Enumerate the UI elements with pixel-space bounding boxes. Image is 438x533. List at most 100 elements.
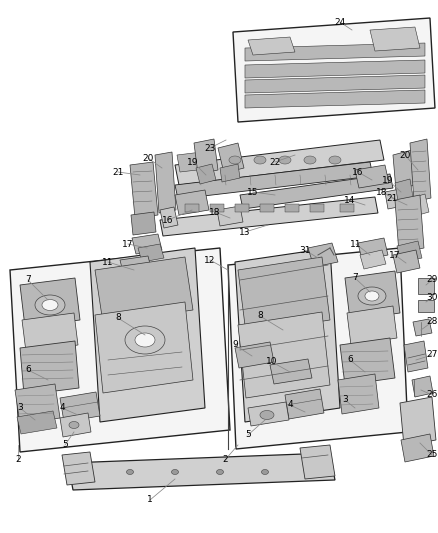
- Polygon shape: [338, 374, 379, 414]
- Polygon shape: [355, 165, 389, 188]
- Polygon shape: [218, 143, 244, 173]
- Text: 2: 2: [15, 456, 21, 464]
- Polygon shape: [175, 162, 373, 199]
- Text: 3: 3: [17, 403, 23, 413]
- Polygon shape: [177, 151, 214, 172]
- Polygon shape: [130, 162, 158, 218]
- Text: 18: 18: [376, 188, 388, 197]
- Ellipse shape: [69, 422, 79, 429]
- Text: 16: 16: [352, 167, 364, 176]
- Ellipse shape: [229, 156, 241, 164]
- Ellipse shape: [358, 287, 386, 305]
- Text: 29: 29: [426, 276, 438, 285]
- Ellipse shape: [279, 156, 291, 164]
- Text: 6: 6: [25, 366, 31, 375]
- Bar: [418, 278, 434, 294]
- Polygon shape: [245, 90, 425, 108]
- Polygon shape: [95, 302, 193, 393]
- Text: 11: 11: [350, 239, 362, 248]
- Polygon shape: [270, 359, 312, 384]
- Polygon shape: [131, 212, 156, 235]
- Text: 22: 22: [269, 158, 281, 166]
- Text: 16: 16: [162, 215, 174, 224]
- Polygon shape: [95, 257, 193, 323]
- Polygon shape: [397, 241, 422, 263]
- Polygon shape: [15, 384, 60, 424]
- Polygon shape: [138, 244, 164, 262]
- Text: 3: 3: [342, 395, 348, 405]
- Polygon shape: [395, 179, 413, 201]
- Polygon shape: [160, 207, 178, 228]
- Polygon shape: [308, 243, 338, 267]
- Ellipse shape: [135, 333, 155, 347]
- Polygon shape: [155, 152, 176, 213]
- Ellipse shape: [125, 326, 165, 354]
- Ellipse shape: [35, 295, 65, 315]
- Polygon shape: [175, 190, 209, 215]
- Text: 17: 17: [389, 251, 401, 260]
- Ellipse shape: [365, 291, 379, 301]
- Polygon shape: [217, 206, 243, 226]
- Text: 20: 20: [142, 154, 154, 163]
- Polygon shape: [194, 139, 218, 174]
- Bar: [185, 204, 199, 212]
- Ellipse shape: [304, 156, 316, 164]
- Text: 11: 11: [102, 257, 114, 266]
- Polygon shape: [62, 452, 95, 485]
- Polygon shape: [395, 195, 424, 253]
- Text: 14: 14: [344, 196, 356, 205]
- Polygon shape: [245, 43, 425, 61]
- Bar: [260, 204, 274, 212]
- Polygon shape: [160, 197, 378, 236]
- Polygon shape: [220, 164, 240, 182]
- Polygon shape: [238, 257, 330, 333]
- Ellipse shape: [261, 470, 268, 474]
- Text: 13: 13: [239, 228, 251, 237]
- Polygon shape: [404, 341, 428, 372]
- Text: 4: 4: [59, 403, 65, 413]
- Polygon shape: [360, 250, 386, 269]
- Text: 5: 5: [245, 431, 251, 440]
- Text: 28: 28: [426, 318, 438, 327]
- Text: 24: 24: [334, 18, 346, 27]
- Polygon shape: [196, 164, 216, 184]
- Polygon shape: [401, 434, 434, 462]
- Text: 9: 9: [232, 341, 238, 350]
- Text: 7: 7: [352, 273, 358, 282]
- Text: 17: 17: [122, 239, 134, 248]
- Text: 2: 2: [222, 456, 228, 464]
- Text: 12: 12: [204, 255, 215, 264]
- Polygon shape: [245, 75, 425, 93]
- Polygon shape: [68, 453, 335, 490]
- Polygon shape: [122, 268, 150, 284]
- Polygon shape: [175, 140, 384, 185]
- Polygon shape: [120, 256, 152, 276]
- Polygon shape: [90, 248, 205, 422]
- Text: 23: 23: [204, 143, 215, 152]
- Ellipse shape: [42, 300, 58, 311]
- Text: 6: 6: [347, 356, 353, 365]
- Text: 7: 7: [25, 276, 31, 285]
- Polygon shape: [385, 188, 408, 209]
- Polygon shape: [20, 278, 80, 327]
- Text: 30: 30: [426, 294, 438, 303]
- Bar: [418, 300, 434, 312]
- Polygon shape: [60, 413, 91, 437]
- Text: 8: 8: [115, 313, 121, 322]
- Polygon shape: [347, 306, 397, 345]
- Polygon shape: [238, 312, 330, 398]
- Polygon shape: [17, 411, 57, 434]
- Polygon shape: [240, 174, 393, 209]
- Text: 5: 5: [62, 440, 68, 449]
- Text: 15: 15: [247, 188, 259, 197]
- Text: 4: 4: [287, 400, 293, 409]
- Polygon shape: [228, 248, 408, 449]
- Polygon shape: [10, 248, 230, 452]
- Polygon shape: [358, 238, 388, 260]
- Polygon shape: [411, 194, 429, 216]
- Polygon shape: [413, 319, 432, 336]
- Polygon shape: [412, 376, 433, 397]
- Polygon shape: [300, 445, 335, 479]
- Bar: [310, 204, 324, 212]
- Ellipse shape: [127, 470, 134, 474]
